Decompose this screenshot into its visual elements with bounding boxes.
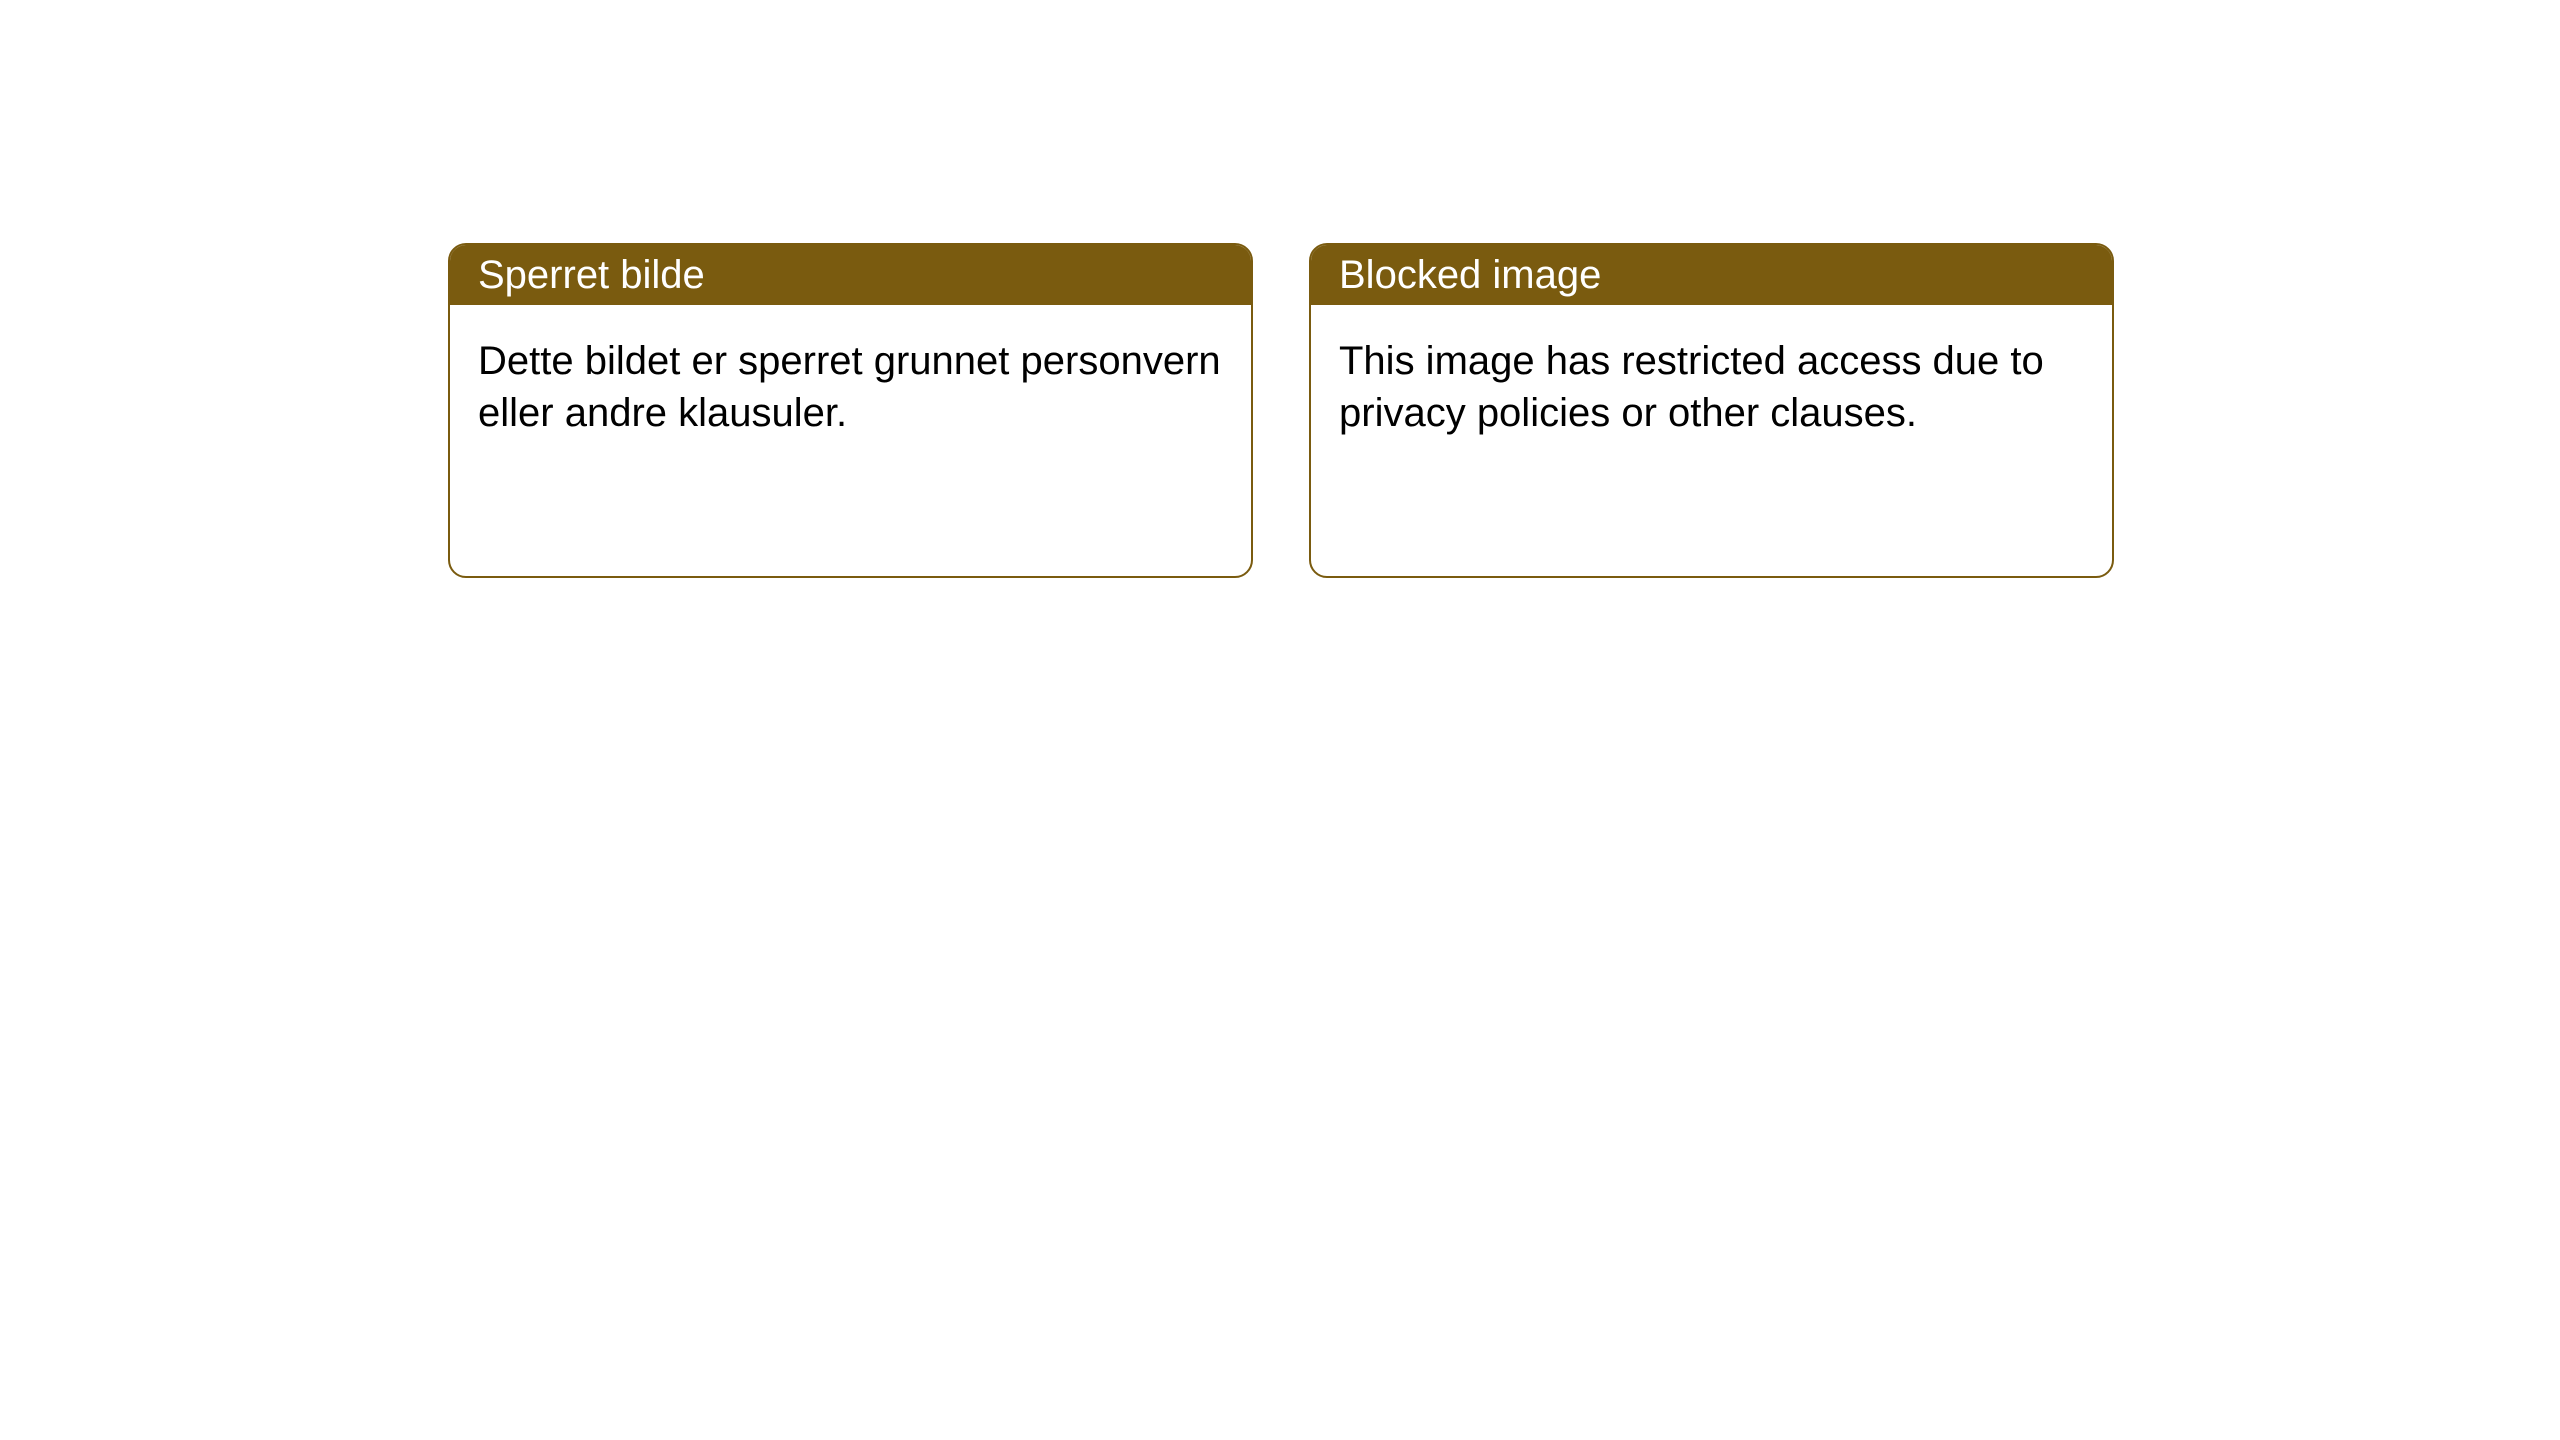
notice-body-text: Dette bildet er sperret grunnet personve…: [478, 339, 1221, 435]
notice-title: Blocked image: [1339, 253, 1601, 298]
notice-header: Sperret bilde: [450, 245, 1251, 305]
notice-body: Dette bildet er sperret grunnet personve…: [450, 305, 1251, 469]
notice-container: Sperret bilde Dette bildet er sperret gr…: [0, 0, 2560, 578]
notice-body-text: This image has restricted access due to …: [1339, 339, 2044, 435]
notice-body: This image has restricted access due to …: [1311, 305, 2112, 469]
notice-header: Blocked image: [1311, 245, 2112, 305]
notice-card-english: Blocked image This image has restricted …: [1309, 243, 2114, 578]
notice-card-norwegian: Sperret bilde Dette bildet er sperret gr…: [448, 243, 1253, 578]
notice-title: Sperret bilde: [478, 253, 705, 298]
